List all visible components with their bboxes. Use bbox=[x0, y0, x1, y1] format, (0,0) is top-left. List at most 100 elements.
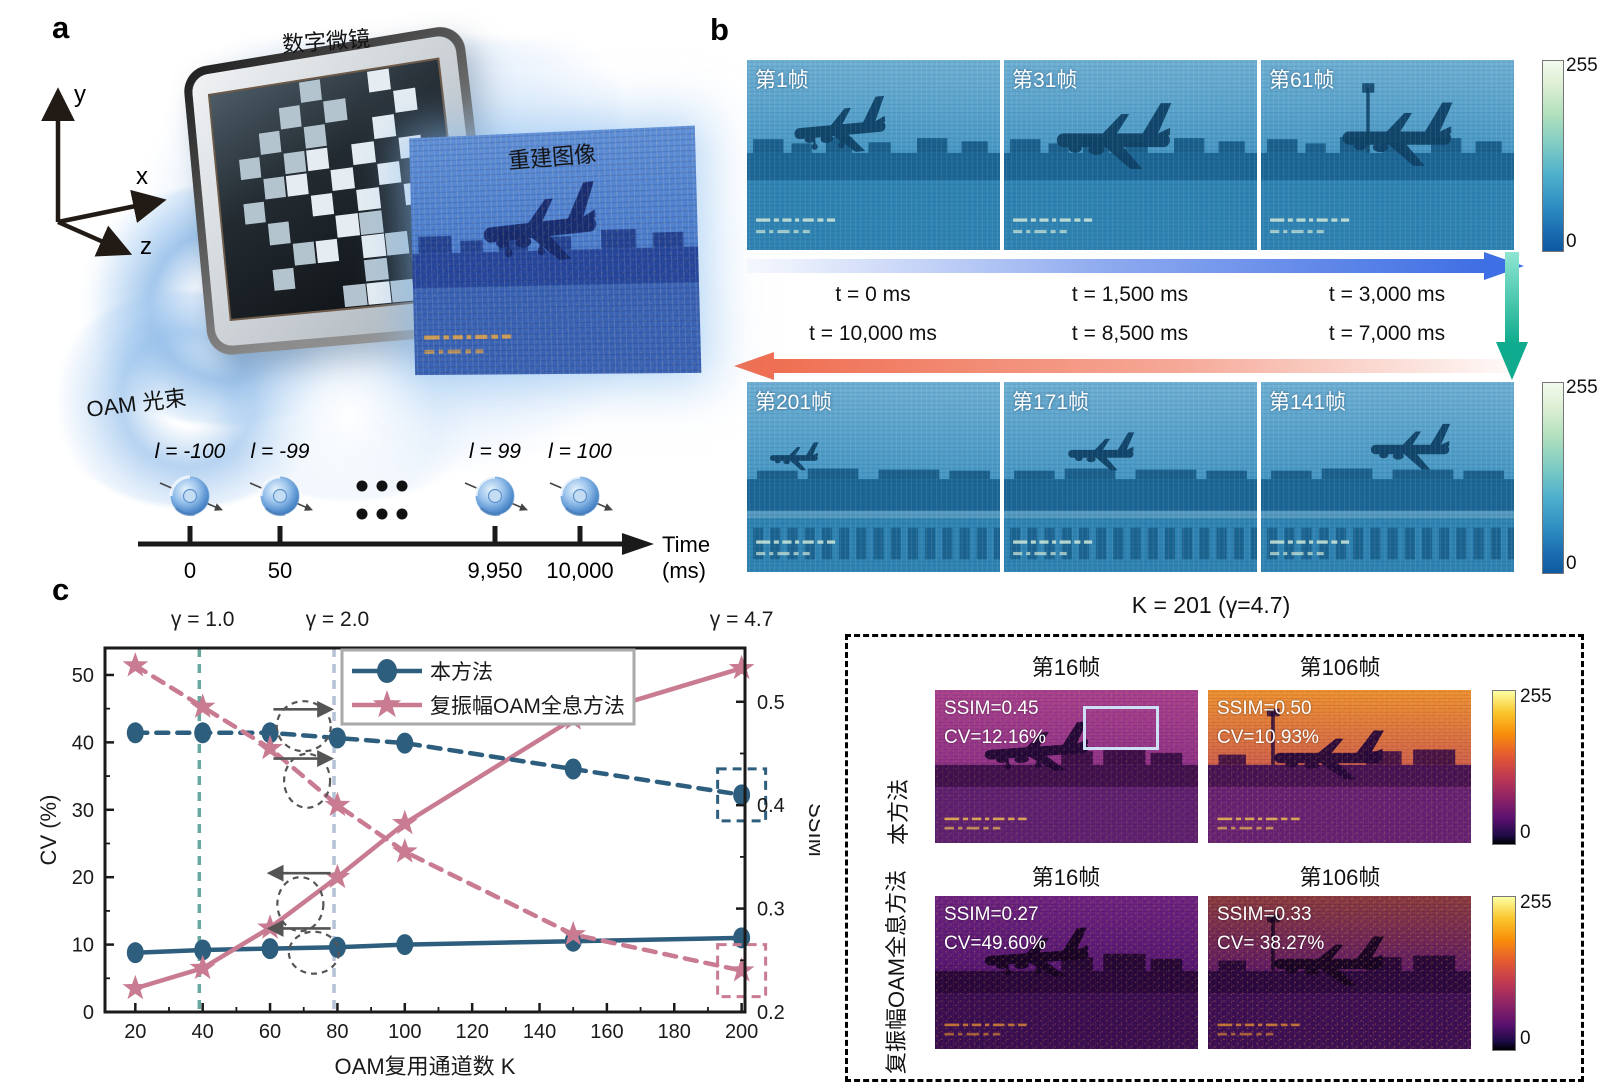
colorbar-max: 255 bbox=[1520, 892, 1552, 913]
dmd-mirror-on bbox=[285, 173, 309, 197]
colorbar-max: 255 bbox=[1566, 377, 1598, 398]
svg-text:γ = 4.7: γ = 4.7 bbox=[710, 608, 774, 631]
cv-ssim-line-chart: 20 40 60 80 100 120 140 160 180 200 0 10… bbox=[36, 608, 820, 1079]
svg-text:CV (%): CV (%) bbox=[36, 795, 61, 866]
dmd-mirror-on bbox=[305, 147, 330, 172]
oam-mode-timeline: l = -100 l = -99 l = 99 l = 100 0 50 9,9… bbox=[138, 440, 710, 583]
time-axis-unit: (ms) bbox=[662, 558, 706, 583]
frame-number-label: 第141帧 bbox=[1269, 391, 1347, 414]
svg-text:160: 160 bbox=[590, 1021, 623, 1043]
video-frame: 第1帧 bbox=[747, 60, 1000, 250]
dmd-mirror-on bbox=[310, 193, 334, 218]
metrics-overlay: SSIM=0.45 CV=12.16% bbox=[944, 698, 1046, 748]
dmd-mirror-on bbox=[393, 87, 418, 113]
time-down-arrow bbox=[1494, 252, 1530, 387]
svg-text:10: 10 bbox=[72, 935, 94, 957]
colorbar-max: 255 bbox=[1566, 55, 1598, 76]
axis-y-label: y bbox=[74, 81, 86, 108]
dmd-mirror-on bbox=[258, 131, 282, 155]
svg-text:140: 140 bbox=[523, 1021, 556, 1043]
time-label: t = 0 ms bbox=[835, 283, 911, 306]
svg-text:20: 20 bbox=[72, 867, 94, 889]
panel-b-label: b bbox=[710, 12, 729, 47]
time-tick-label: 0 bbox=[184, 558, 196, 583]
dmd-mirror-on bbox=[315, 239, 339, 264]
time-forward-arrow bbox=[747, 250, 1525, 287]
video-frame: 第171帧 bbox=[1004, 382, 1257, 572]
dmd-mirror-on bbox=[292, 241, 316, 266]
svg-text:γ = 2.0: γ = 2.0 bbox=[306, 608, 370, 631]
frame-number-label: 第61帧 bbox=[1269, 69, 1335, 92]
mode-label: l = -100 bbox=[155, 440, 226, 463]
dmd-mirror-on bbox=[330, 167, 355, 192]
frame-header: 第16帧 bbox=[1031, 865, 1101, 890]
video-frame: 第201帧 bbox=[747, 382, 1000, 572]
time-label: t = 1,500 ms bbox=[1071, 283, 1189, 306]
colorbar bbox=[1542, 382, 1564, 574]
svg-text:0: 0 bbox=[83, 1002, 94, 1024]
frame-number-label: 第31帧 bbox=[1012, 69, 1078, 92]
time-label: t = 10,000 ms bbox=[809, 322, 937, 345]
comparison-box bbox=[845, 634, 1584, 1082]
time-tick-label: 10,000 bbox=[546, 558, 613, 583]
svg-text:OAM复用通道数 K: OAM复用通道数 K bbox=[335, 1054, 516, 1079]
comparison-image: SSIM=0.33 CV= 38.27% bbox=[1208, 896, 1471, 1049]
dmd-mirror-on bbox=[377, 160, 402, 186]
colorbar-min: 0 bbox=[1566, 553, 1577, 574]
dmd-mirror-on bbox=[335, 213, 360, 238]
svg-text:40: 40 bbox=[192, 1021, 214, 1043]
oam-mode-icon bbox=[158, 475, 615, 517]
colorbar-min: 0 bbox=[1520, 822, 1531, 843]
dmd-label: 数字微镜 bbox=[281, 25, 371, 58]
mode-label: l = 99 bbox=[469, 440, 521, 463]
svg-text:γ = 1.0: γ = 1.0 bbox=[171, 608, 235, 631]
time-axis-label: Time bbox=[662, 532, 710, 557]
frame-number-label: 第1帧 bbox=[755, 69, 809, 92]
dmd-mirror-on bbox=[351, 140, 376, 166]
svg-text:180: 180 bbox=[658, 1021, 691, 1043]
dmd-mirror-on bbox=[359, 210, 384, 235]
mode-label: l = -99 bbox=[251, 440, 310, 463]
reconstructed-image bbox=[409, 125, 702, 376]
dmd-mirror-on bbox=[361, 233, 386, 259]
frame-number-label: 第171帧 bbox=[1012, 391, 1090, 414]
svg-text:200: 200 bbox=[725, 1021, 758, 1043]
svg-text:0.4: 0.4 bbox=[757, 795, 785, 817]
dmd-mirror-on bbox=[390, 278, 416, 303]
dmd-mirror-on bbox=[323, 98, 348, 123]
roi-rectangle bbox=[1083, 706, 1159, 750]
video-frame: 第31帧 bbox=[1004, 60, 1257, 250]
frame-header: 第106帧 bbox=[1299, 865, 1381, 890]
colorbar bbox=[1542, 60, 1564, 252]
svg-text:20: 20 bbox=[124, 1021, 146, 1043]
video-frame: 第61帧 bbox=[1261, 60, 1514, 250]
dmd-mirror-on bbox=[298, 79, 322, 104]
dmd-mirror-on bbox=[278, 105, 302, 130]
frame-header: 第16帧 bbox=[1031, 655, 1101, 680]
axis-x-label: x bbox=[136, 163, 148, 190]
video-frame: 第141帧 bbox=[1261, 382, 1514, 572]
time-label: t = 3,000 ms bbox=[1328, 283, 1446, 306]
dmd-mirror-on bbox=[372, 114, 397, 139]
ellipsis-dots bbox=[356, 480, 408, 520]
svg-text:80: 80 bbox=[326, 1021, 348, 1043]
method-row-label: 复振幅OAM全息方法 bbox=[884, 869, 909, 1075]
time-axis-ticks bbox=[187, 526, 583, 544]
dmd-mirror-on bbox=[364, 257, 389, 282]
time-backward-arrow bbox=[733, 350, 1511, 387]
colorbar-max: 255 bbox=[1520, 686, 1552, 707]
frame-number-label: 第201帧 bbox=[755, 391, 833, 414]
colorbar-min: 0 bbox=[1566, 231, 1577, 252]
svg-text:40: 40 bbox=[72, 732, 94, 754]
comparison-title: K = 201 (γ=4.7) bbox=[1131, 592, 1291, 618]
dmd-mirror-on bbox=[243, 201, 266, 226]
time-tick-label: 9,950 bbox=[467, 558, 522, 583]
comparison-image: SSIM=0.50 CV=10.93% bbox=[1208, 690, 1471, 843]
svg-text:本方法: 本方法 bbox=[430, 661, 493, 684]
svg-text:120: 120 bbox=[455, 1021, 488, 1043]
colorbar bbox=[1492, 896, 1516, 1051]
metrics-overlay: SSIM=0.33 CV= 38.27% bbox=[1217, 904, 1325, 954]
panel-c-label: c bbox=[52, 572, 70, 607]
comparison-image: SSIM=0.45 CV=12.16% bbox=[935, 690, 1198, 843]
dmd-mirror-on bbox=[238, 156, 262, 181]
